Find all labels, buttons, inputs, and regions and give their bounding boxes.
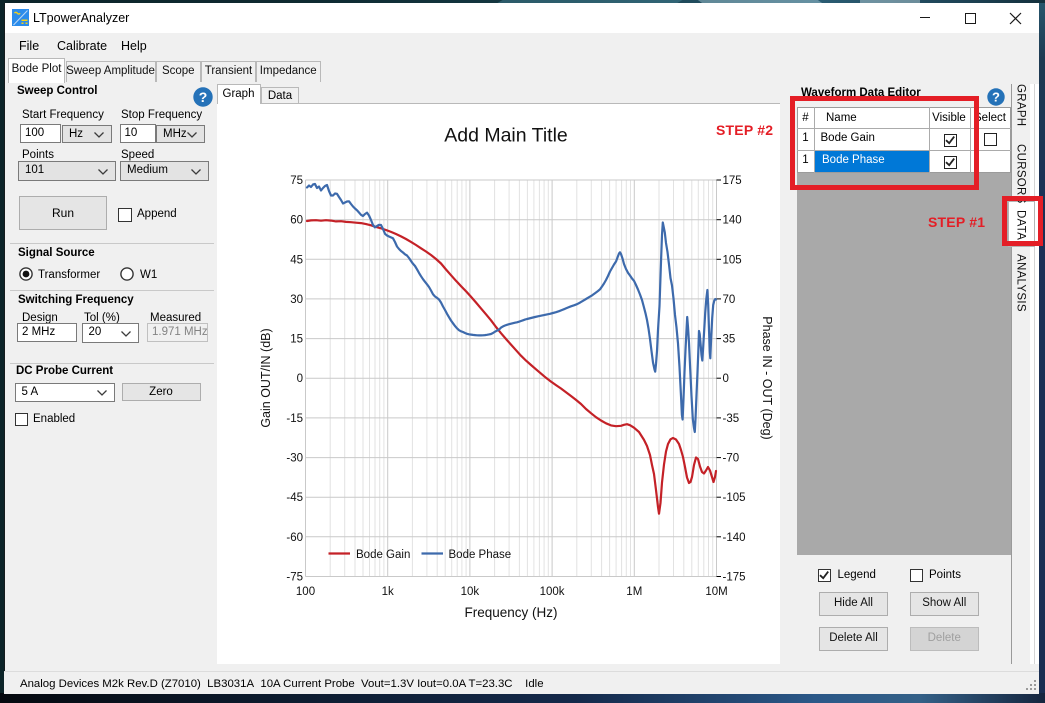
svg-text:1M: 1M	[626, 586, 642, 598]
svg-text:35: 35	[723, 334, 736, 346]
svg-text:30: 30	[290, 294, 303, 306]
svg-text:-105: -105	[723, 492, 746, 504]
svg-text:-45: -45	[286, 492, 303, 504]
svg-text:?: ?	[198, 88, 207, 104]
svg-text:75: 75	[290, 175, 303, 187]
svg-text:10M: 10M	[705, 586, 727, 598]
svg-text:-35: -35	[723, 413, 740, 425]
svg-text:45: 45	[290, 254, 303, 266]
svg-text:140: 140	[723, 215, 742, 227]
svg-text:105: 105	[723, 254, 742, 266]
svg-text:Gain OUT/IN (dB): Gain OUT/IN (dB)	[259, 328, 273, 427]
svg-text:Phase IN - OUT (Deg): Phase IN - OUT (Deg)	[760, 316, 774, 439]
svg-text:100: 100	[296, 586, 315, 598]
svg-text:-140: -140	[723, 532, 746, 544]
svg-text:Frequency (Hz): Frequency (Hz)	[464, 605, 557, 620]
svg-text:Add Main Title: Add Main Title	[444, 125, 568, 147]
svg-text:-75: -75	[286, 572, 303, 584]
svg-text:-60: -60	[286, 532, 303, 544]
svg-text:Bode Gain: Bode Gain	[356, 549, 410, 561]
svg-text:-175: -175	[723, 572, 746, 584]
svg-text:0: 0	[723, 373, 729, 385]
svg-text:-70: -70	[723, 453, 740, 465]
svg-text:1k: 1k	[382, 586, 394, 598]
svg-text:0: 0	[297, 373, 303, 385]
svg-text:10k: 10k	[461, 586, 480, 598]
svg-text:60: 60	[290, 215, 303, 227]
svg-text:70: 70	[723, 294, 736, 306]
svg-text:?: ?	[992, 90, 1000, 105]
svg-text:15: 15	[290, 334, 303, 346]
svg-text:100k: 100k	[540, 586, 565, 598]
svg-text:-30: -30	[286, 453, 303, 465]
svg-text:-15: -15	[286, 413, 303, 425]
svg-text:Bode Phase: Bode Phase	[449, 549, 512, 561]
svg-text:175: 175	[723, 175, 742, 187]
